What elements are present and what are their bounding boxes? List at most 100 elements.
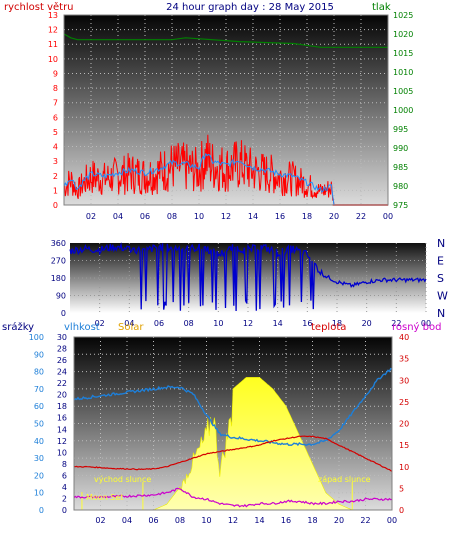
x-tick-label: 22 (360, 516, 370, 525)
humidity-y-tick-label: 40 (34, 437, 44, 446)
panel1-border (63, 14, 389, 206)
pressure-y-tick-label: 980 (393, 182, 408, 191)
humidity-y-tick-label: 30 (34, 454, 44, 463)
temperature-y-tick-label: 40 (399, 333, 409, 342)
rain-y-tick-label: 18 (57, 402, 67, 411)
rain-y-tick-label: 30 (57, 333, 67, 342)
wind-y-tick-label: 4 (53, 143, 58, 152)
panel3-border (73, 336, 393, 511)
x-tick-label: 04 (113, 212, 123, 221)
x-tick-label: 10 (201, 516, 211, 525)
x-tick-label: 08 (167, 212, 177, 221)
solar-label: Solar (118, 322, 144, 333)
humidity-y-tick-label: 10 (34, 489, 44, 498)
temperature-y-tick-label: 5 (399, 484, 404, 493)
wind-y-tick-label: 8 (53, 84, 58, 93)
x-tick-label: 20 (362, 319, 372, 328)
x-tick-label: 12 (228, 516, 238, 525)
wind-speed-line (63, 134, 335, 206)
wind-y-tick-label: 1 (53, 186, 58, 195)
temperature-y-tick-label: 35 (399, 355, 409, 364)
humidity-y-tick-label: 60 (34, 402, 44, 411)
pressure-line (63, 33, 388, 48)
x-tick-label: 06 (140, 212, 150, 221)
chart-title: 24 hour graph day : 28 May 2015 (166, 2, 334, 13)
pressure-y-tick-label: 1025 (393, 11, 413, 20)
x-tick-label: 14 (273, 319, 283, 328)
rain-y-tick-label: 16 (57, 414, 67, 423)
pressure-y-tick-label: 985 (393, 163, 408, 172)
compass-label: N (437, 237, 445, 250)
x-tick-label: 00 (387, 516, 397, 525)
rain-y-tick-label: 26 (57, 356, 67, 365)
pressure-y-tick-label: 1020 (393, 30, 413, 39)
compass-label: N (437, 307, 445, 320)
rain-y-tick-label: 14 (57, 425, 67, 434)
dewpoint-label: rosný bod (392, 321, 441, 333)
wind-y-tick-label: 6 (53, 113, 58, 122)
wind-direction-line (69, 241, 427, 312)
wind-y-tick-label: 5 (53, 128, 58, 137)
direction-y-tick-label: 270 (51, 257, 66, 266)
direction-y-tick-label: 0 (61, 309, 66, 318)
compass-label: W (437, 290, 448, 303)
x-tick-label: 16 (281, 516, 291, 525)
header-left-label: rychlost větru (4, 1, 74, 13)
x-tick-label: 06 (154, 319, 164, 328)
direction-y-tick-label: 180 (51, 274, 66, 283)
dewpoint-line (73, 487, 393, 508)
temperature-y-tick-label: 10 (399, 463, 409, 472)
wind-pressure-panel: 0123456789101112139759809859909951000100… (48, 11, 414, 221)
x-tick-label: 08 (184, 319, 194, 328)
direction-y-tick-label: 360 (51, 239, 66, 248)
sunset-annotation: západ slunce (318, 475, 371, 484)
humidity-y-tick-label: 80 (34, 368, 44, 377)
x-tick-label: 04 (122, 516, 132, 525)
x-tick-label: 00 (383, 212, 393, 221)
humidity-y-tick-label: 50 (34, 420, 44, 429)
x-tick-label: 08 (175, 516, 185, 525)
x-tick-label: 10 (194, 212, 204, 221)
pressure-y-tick-label: 990 (393, 144, 408, 153)
x-tick-label: 04 (124, 319, 134, 328)
humidity-y-tick-label: 100 (29, 333, 44, 342)
wind-y-tick-label: 3 (53, 157, 58, 166)
x-tick-label: 22 (356, 212, 366, 221)
temperature-y-tick-label: 0 (399, 506, 404, 515)
rain-y-tick-label: 6 (62, 471, 67, 480)
temperature-y-tick-label: 30 (399, 376, 409, 385)
humidity-y-tick-label: 90 (34, 350, 44, 359)
sunrise-annotation: východ slunce (94, 475, 151, 484)
rain-y-tick-label: 28 (57, 345, 67, 354)
x-tick-label: 12 (243, 319, 253, 328)
rain-y-tick-label: 20 (57, 391, 67, 400)
wind-y-tick-label: 2 (53, 172, 58, 181)
humidity-y-tick-label: 70 (34, 385, 44, 394)
wind-y-tick-label: 0 (53, 201, 58, 210)
rain-y-tick-label: 2 (62, 494, 67, 503)
x-tick-label: 20 (329, 212, 339, 221)
temperature-y-tick-label: 20 (399, 420, 409, 429)
rain-y-tick-label: 0 (62, 506, 67, 515)
header-right-label: tlak (372, 2, 391, 13)
temperature-humidity-panel: 0102030405060708090100024681012141618202… (29, 333, 409, 525)
x-tick-label: 18 (307, 516, 317, 525)
temperature-y-tick-label: 15 (399, 441, 409, 450)
wind-y-tick-label: 11 (48, 40, 58, 49)
temperature-label: teplota (311, 322, 346, 333)
rain-y-tick-label: 12 (57, 437, 67, 446)
humidity-label: vlhkost (64, 322, 100, 333)
pressure-y-tick-label: 995 (393, 125, 408, 134)
solar-area (153, 377, 353, 511)
temperature-line (73, 435, 393, 472)
rain-y-tick-label: 10 (57, 448, 67, 457)
x-tick-label: 12 (221, 212, 231, 221)
compass-label: S (437, 272, 444, 285)
temperature-y-tick-label: 25 (399, 398, 409, 407)
rain-label: srážky (2, 321, 34, 333)
x-tick-label: 02 (86, 212, 96, 221)
humidity-y-tick-label: 0 (39, 506, 44, 515)
humidity-line (73, 367, 393, 447)
direction-y-tick-label: 90 (56, 292, 66, 301)
